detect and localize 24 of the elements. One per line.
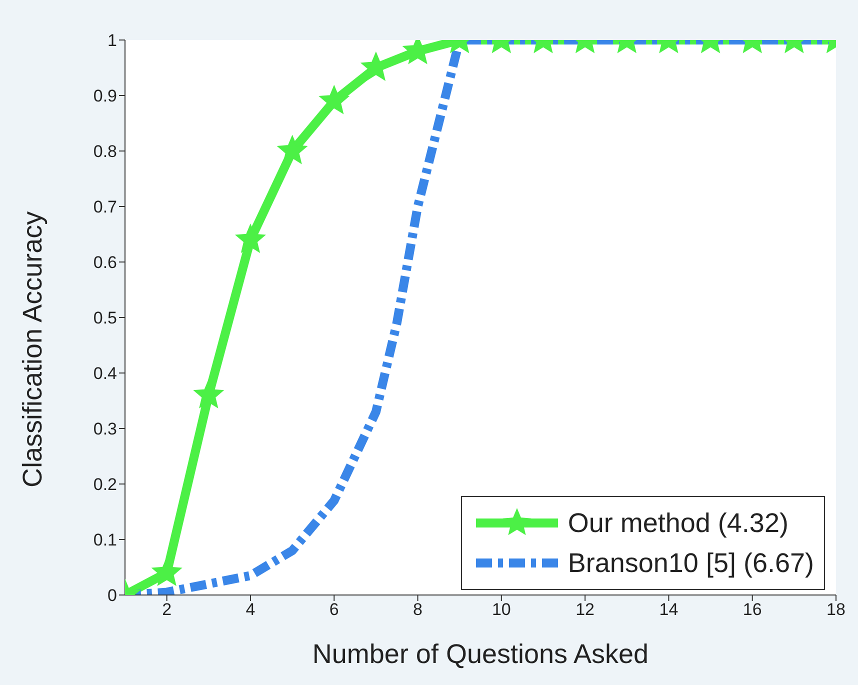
- x-tick-label: 6: [329, 600, 339, 620]
- x-tick-label: 10: [492, 600, 511, 620]
- x-tick-label: 8: [413, 600, 422, 620]
- y-tick-label: 0.9: [93, 86, 117, 106]
- x-tick-label: 14: [659, 600, 678, 620]
- y-tick-label: 0.7: [93, 198, 117, 217]
- x-tick-label: 4: [246, 600, 256, 620]
- legend-label: Our method (4.32): [568, 508, 788, 538]
- y-tick-label: 0.1: [93, 530, 117, 550]
- y-tick-label: 0.4: [93, 364, 117, 384]
- x-tick-label: 16: [742, 600, 762, 620]
- y-axis-title: Classification Accuracy: [18, 210, 48, 488]
- y-tick-label: 0.3: [93, 420, 117, 439]
- y-tick-label: 0.6: [93, 253, 117, 272]
- x-tick-label: 2: [162, 600, 172, 620]
- y-tick-label: 0: [108, 586, 117, 606]
- y-tick-label: 0.5: [93, 308, 117, 328]
- y-tick-label: 0.8: [93, 142, 117, 162]
- y-tick-label: 0.2: [93, 475, 117, 494]
- x-tick-label: 18: [826, 600, 846, 620]
- x-tick-label: 12: [576, 600, 595, 620]
- y-tick-label: 1: [108, 31, 117, 50]
- legend-label: Branson10 [5] (6.67): [568, 548, 814, 578]
- x-axis-title: Number of Questions Asked: [312, 639, 649, 669]
